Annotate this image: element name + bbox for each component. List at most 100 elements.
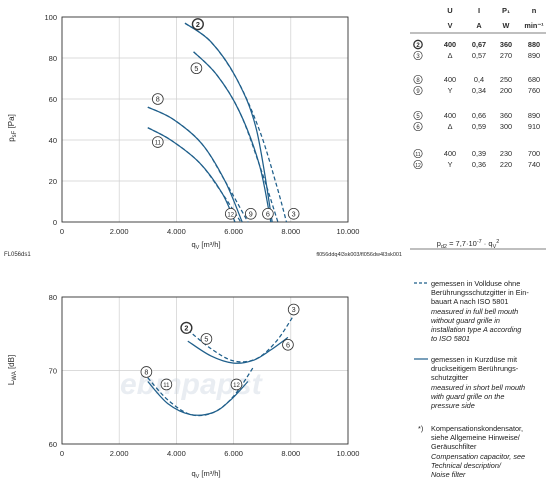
row-cell-0: Y (448, 160, 453, 169)
row-cell-2: 250 (500, 75, 512, 84)
sound-marker-ring (140, 366, 153, 378)
pressure-curve-marker-8: 8 (152, 93, 164, 105)
sound-x-tick-label: 8.000 (281, 449, 300, 458)
row-marker-label: 5 (416, 114, 420, 120)
legend-dashed-de-1: gemessen in Vollduse ohne (431, 279, 521, 288)
row-cell-3: 880 (528, 40, 540, 49)
row-cell-2: 200 (500, 86, 512, 95)
pressure-marker-ring (287, 208, 300, 220)
row-marker-ring (413, 148, 423, 159)
table-unit-1: A (476, 21, 482, 30)
legend-dashed-en-3: installation type A according (431, 325, 522, 335)
sound-x-tick-label: 2.000 (110, 449, 129, 458)
pressure-footer-left: FL056ds1 (4, 252, 31, 258)
row-marker-label: 8 (416, 78, 420, 84)
row-marker-ring (413, 50, 423, 61)
sound-x-tick-label: 0 (60, 449, 64, 458)
pressure-marker-label: 5 (194, 64, 198, 73)
pressure-curve-marker-2: 2 (191, 18, 204, 31)
pressure-marker-label: 8 (156, 95, 160, 104)
pressure-marker-label: 11 (155, 141, 162, 147)
pressure-marker-label: 6 (266, 209, 270, 218)
row-cell-3: 890 (528, 111, 540, 120)
row-marker-ring (413, 74, 423, 85)
solid-line-icon (414, 358, 428, 360)
pressure-y-tick-label: 60 (49, 95, 57, 104)
pressure-y-tick-label: 40 (49, 136, 57, 145)
legend-solid-de-1: gemessen in Kurzdüse mit (431, 355, 517, 364)
pressure-plot-frame (61, 16, 349, 223)
footnote-en-2: Technical description/ (431, 460, 501, 470)
legend-solid-en-3: pressure side (431, 401, 475, 411)
pressure-marker-label: 2 (196, 20, 200, 29)
pressure-marker-ring (262, 208, 274, 220)
row-marker-ring (413, 159, 423, 170)
spec-table: UV IA P₁ Wn min⁻¹ 2 400 0,67 360 880 3 Δ 0,57 270 890 8… (410, 6, 546, 250)
pressure-marker-ring (152, 136, 164, 148)
sound-curve-marker-5: 5 (200, 333, 213, 345)
pressure-curve-marker-5: 5 (190, 62, 203, 75)
row-cell-1: 0,39 (472, 149, 486, 158)
sound-marker-label: 11 (163, 383, 170, 389)
table-row: 8 400 0,4 250 680 (413, 74, 540, 85)
row-cell-2: 300 (500, 122, 512, 131)
pressure-curve-marker-12: 12 (224, 208, 237, 220)
sound-curve-marker-8: 8 (140, 366, 153, 378)
sound-y-tick-label: 80 (49, 293, 57, 302)
legend-dashed-en-4: to ISO 5801 (431, 334, 470, 344)
row-cell-3: 890 (528, 51, 540, 60)
legend-solid-de-3: schutzgitter (431, 373, 469, 383)
sound-curve-5 (187, 336, 289, 364)
sound-marker-ring (200, 333, 213, 345)
row-marker-ring (413, 85, 423, 96)
legend-dashed: gemessen in Vollduse ohne Berührungsschu… (414, 279, 550, 344)
row-marker-label: 2 (416, 43, 420, 49)
pressure-x-tick-label: 4.000 (167, 227, 186, 236)
sound-curve-marker-12: 12 (230, 378, 243, 391)
row-cell-0: Δ (448, 122, 453, 131)
table-row: 12 Y 0,36 220 740 (413, 159, 540, 170)
row-cell-1: 0,34 (472, 86, 486, 95)
sound-y-tick-label: 70 (49, 367, 57, 376)
row-cell-1: 0,4 (474, 75, 484, 84)
table-header-1: I (478, 6, 480, 15)
row-marker-ring (413, 110, 423, 121)
legend-footnote: *) Kompensationskondensator, siehe Allge… (416, 424, 550, 479)
sound-curve-marker-6: 6 (282, 338, 294, 351)
sound-curve-marker-2: 2 (180, 321, 193, 334)
row-cell-0: 400 (444, 111, 456, 120)
table-header-3: n (532, 6, 537, 15)
pressure-curve-2 (184, 22, 288, 223)
row-cell-3: 910 (528, 122, 540, 131)
sound-marker-label: 8 (144, 368, 148, 377)
sound-curve-marker-3: 3 (287, 303, 300, 316)
table-unit-0: V (448, 21, 453, 30)
table-formula: pd2 = 7,7·10-7 · qV2 (437, 239, 500, 250)
table-row: 11 400 0,39 230 700 (413, 148, 540, 159)
table-row: 6 Δ 0,59 300 910 (413, 121, 540, 132)
row-cell-1: 0,67 (472, 40, 486, 49)
sound-marker-label: 3 (292, 305, 296, 314)
sound-marker-label: 2 (184, 323, 188, 332)
legend-dashed-en-1: measured in full bell mouth (431, 306, 519, 316)
row-cell-2: 270 (500, 51, 512, 60)
row-cell-0: Y (448, 86, 453, 95)
pressure-x-tick-label: 2.000 (110, 227, 129, 236)
table-row: 9 Y 0,34 200 760 (413, 85, 540, 96)
row-marker-label: 11 (415, 152, 420, 158)
pressure-ylabel: psF [Pa] (7, 114, 18, 142)
pressure-x-tick-label: 8.000 (281, 227, 300, 236)
legend-solid: gemessen in Kurzdüse mit druckseitigem B… (414, 355, 550, 411)
sound-x-tick-label: 10.000 (337, 449, 360, 458)
sound-marker-label: 5 (204, 334, 208, 343)
pressure-curve-12 (147, 127, 242, 223)
legend-dashed-de-2: Berührungsschutzgitter in Ein- (431, 288, 529, 298)
pressure-footer-right: fl056ddq4l3sk003/fl056dw4l3sk001 (316, 252, 402, 258)
pressure-curve-3 (193, 51, 279, 223)
pressure-y-tick-label: 20 (49, 177, 57, 186)
dashed-line-icon (414, 282, 428, 284)
sound-ylabel: LWA [dB] (7, 355, 18, 385)
table-unit-2: W (503, 21, 510, 30)
sound-x-tick-label: 6.000 (224, 449, 243, 458)
row-cell-3: 760 (528, 86, 540, 95)
